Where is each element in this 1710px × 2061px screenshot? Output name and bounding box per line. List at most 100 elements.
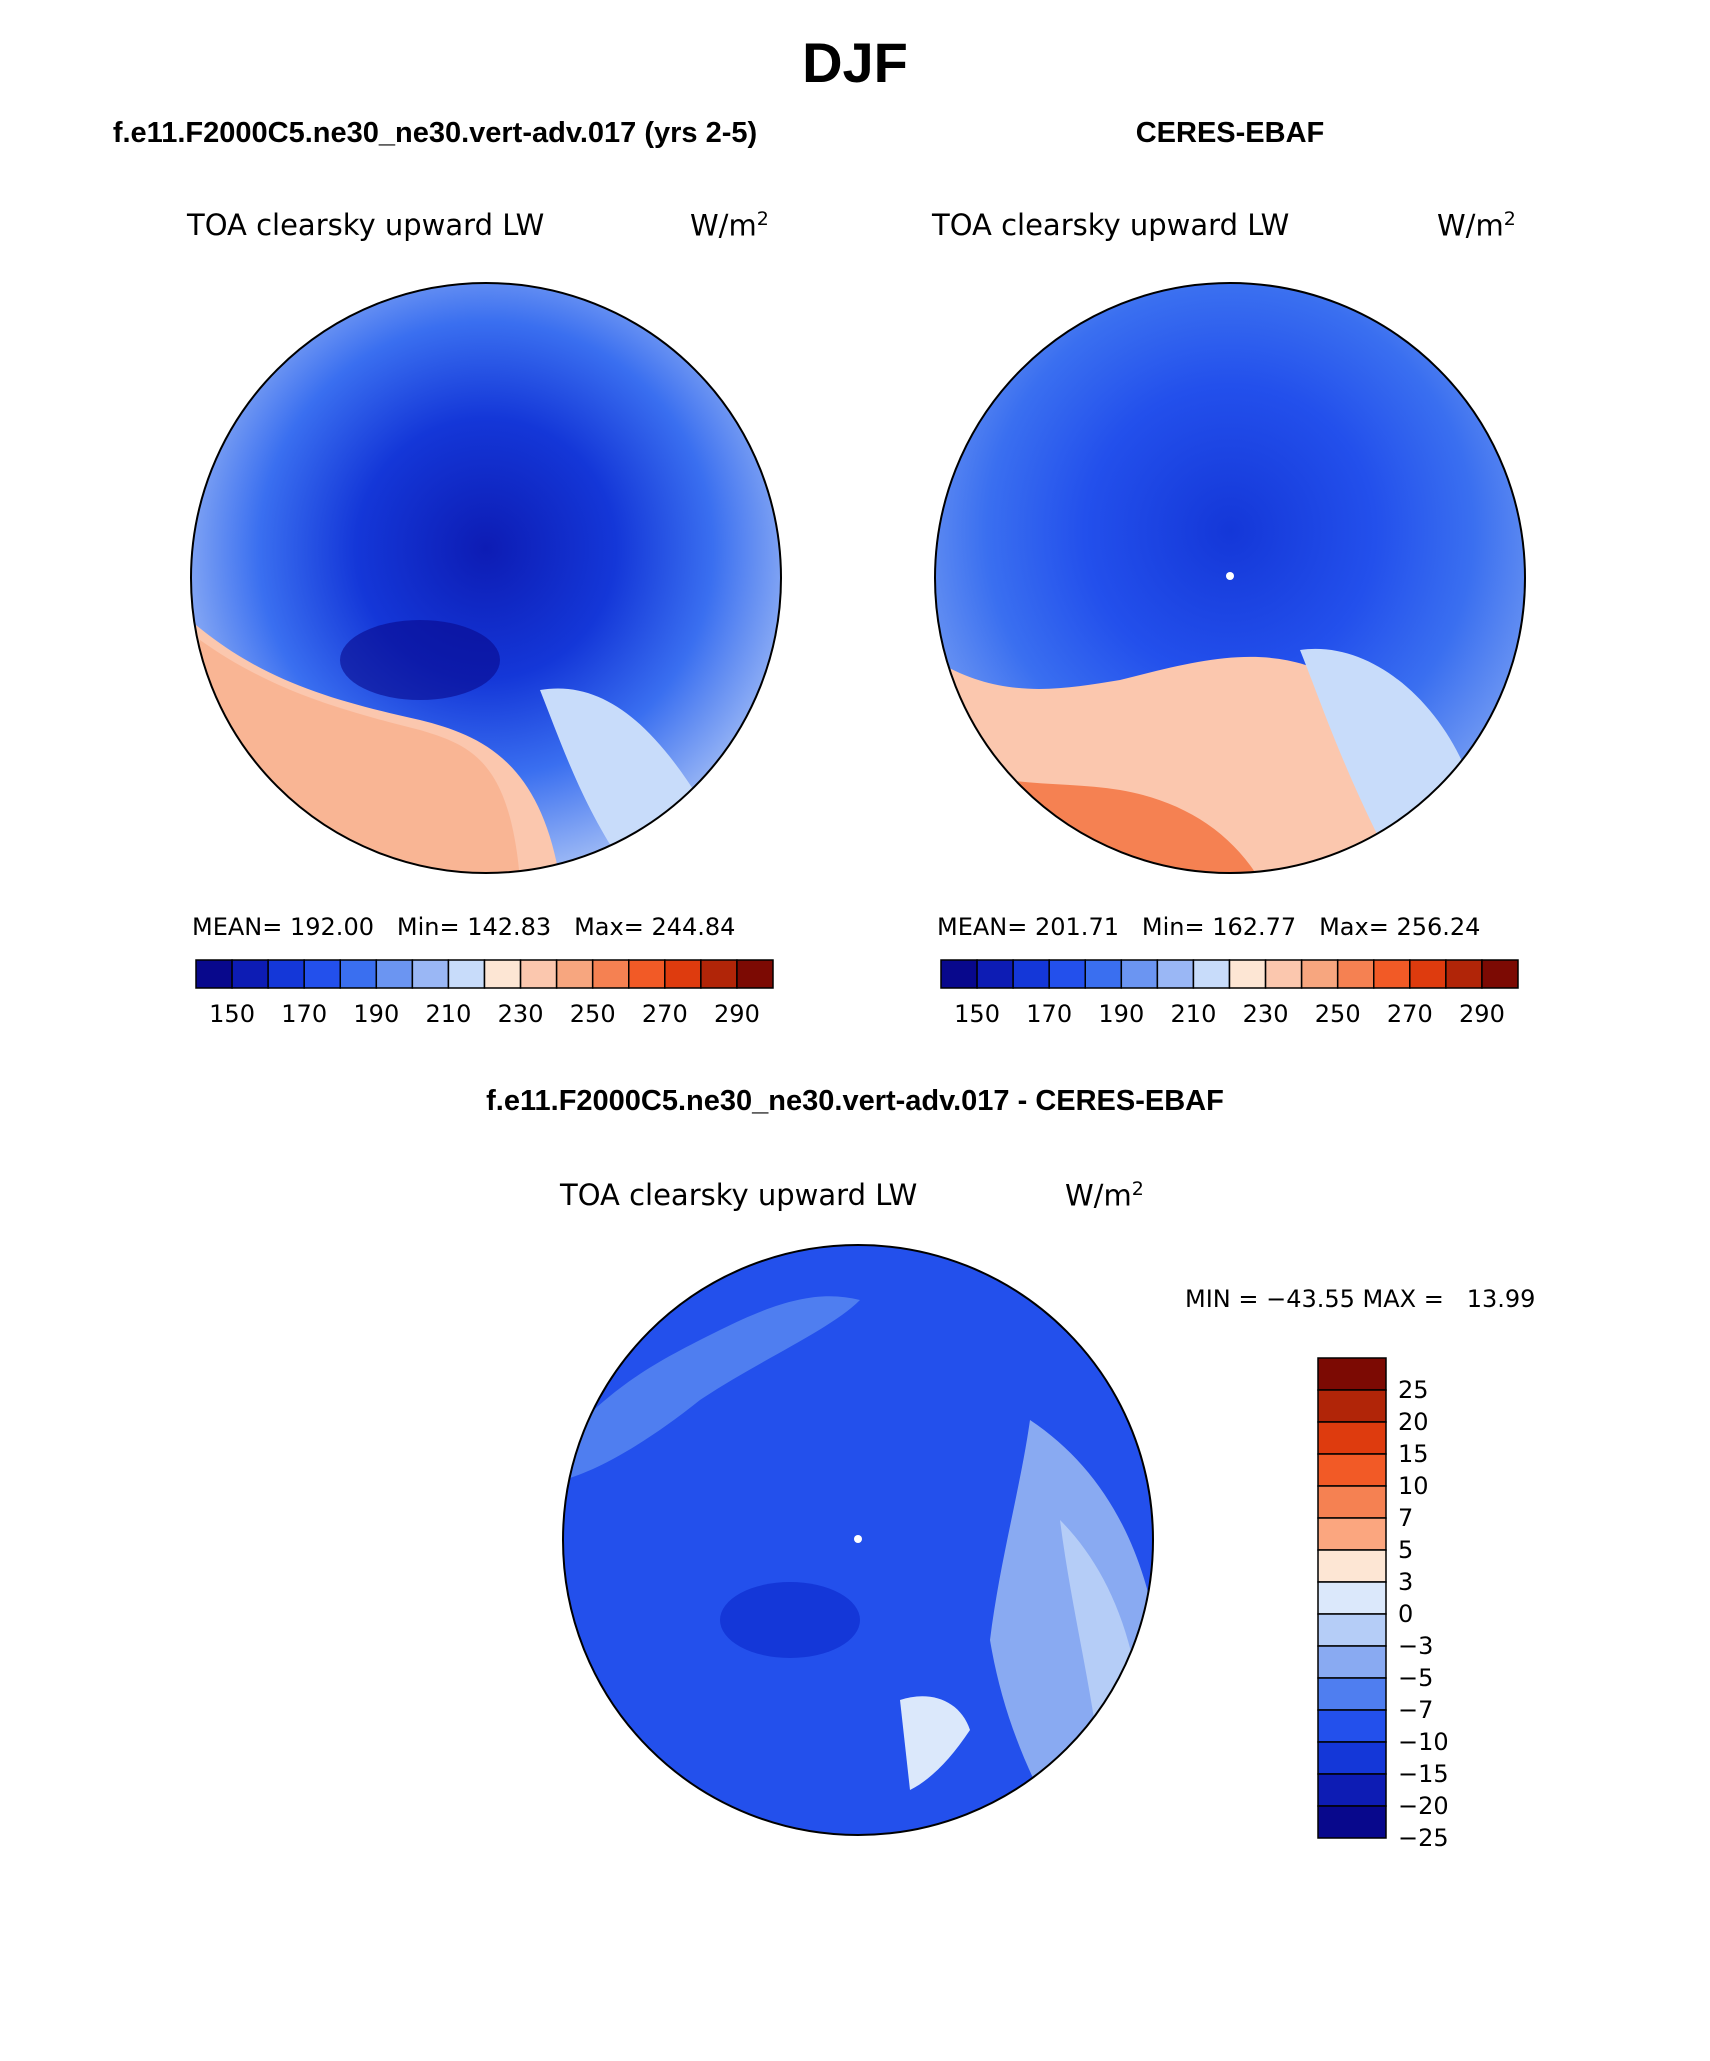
colorbar-tick-label: 5 [1398, 1536, 1414, 1564]
colorbar-swatch [339, 959, 378, 989]
colorbar-swatch [195, 959, 233, 989]
panel2-map-border [934, 282, 1526, 874]
colorbar-swatch [1317, 1389, 1387, 1423]
colorbar-tick-label: −7 [1398, 1696, 1434, 1724]
colorbar-tick-label: −5 [1398, 1664, 1434, 1692]
panel3-pole-point [854, 1535, 862, 1543]
panel1-warm-core [200, 640, 520, 873]
colorbar-tick-label: 210 [1170, 1000, 1217, 1028]
colorbar-tick-label: −3 [1398, 1632, 1434, 1660]
panel2-atlantic-warm [940, 760, 1260, 873]
panel1-field [191, 283, 781, 873]
colorbar-tick-label: 150 [209, 1000, 255, 1028]
colorbar-swatch [1048, 959, 1086, 989]
colorbar-swatch [1228, 959, 1267, 989]
panel1-map-border [190, 282, 782, 874]
panel1-title: f.e11.F2000C5.ne30_ne30.vert-adv.017 (yr… [112, 117, 758, 149]
colorbar-swatch [1317, 1357, 1387, 1391]
colorbar-swatch [1336, 959, 1375, 989]
colorbar-swatch [1317, 1485, 1387, 1519]
panel3-map-border [562, 1244, 1154, 1836]
colorbar-tick-label: 170 [1026, 1000, 1073, 1028]
colorbar-tick-label: 150 [954, 1000, 1000, 1028]
colorbar-tick-label: 250 [1314, 1000, 1361, 1028]
colorbar-swatch [1481, 959, 1519, 989]
colorbar-tick-label: −20 [1398, 1792, 1449, 1820]
panel3-variable: TOA clearsky upward LW [560, 1178, 918, 1212]
panel2-colorbar [940, 959, 1519, 989]
colorbar-swatch [1317, 1741, 1387, 1775]
panel3-colorbar [1317, 1357, 1387, 1839]
colorbar-swatch [1373, 959, 1411, 989]
colorbar-swatch [736, 959, 774, 989]
panel2-stats: MEAN= 201.71 Min= 162.77 Max= 256.24 [937, 913, 1481, 941]
colorbar-tick-label: 0 [1398, 1600, 1414, 1628]
panel3-units: W/m2 [1065, 1178, 1144, 1213]
panel2-title: CERES-EBAF [1135, 117, 1325, 149]
panel2-pacific-warm [940, 283, 1130, 380]
panel2-variable: TOA clearsky upward LW [932, 208, 1290, 242]
colorbar-swatch [1317, 1613, 1387, 1647]
colorbar-tick-label: 25 [1398, 1376, 1429, 1404]
colorbar-swatch [700, 959, 738, 989]
colorbar-swatch [1012, 959, 1050, 989]
colorbar-tick-label: 10 [1398, 1472, 1429, 1500]
colorbar-swatch [555, 959, 594, 989]
colorbar-tick-label: −25 [1398, 1824, 1449, 1852]
panel3-greenland-region [720, 1582, 860, 1658]
panel3-siberia-light [1060, 1520, 1140, 1760]
colorbar-tick-label: 190 [1098, 1000, 1145, 1028]
colorbar-swatch [1409, 959, 1447, 989]
panel3-siberia-region [990, 1420, 1150, 1830]
panel1-warm-region [191, 620, 560, 873]
panel3-pacific-region [563, 1296, 860, 1480]
colorbar-swatch [1317, 1581, 1387, 1615]
colorbar-tick-label: 7 [1398, 1504, 1414, 1532]
colorbar-swatch [483, 959, 522, 989]
colorbar-tick-label: 290 [714, 1000, 760, 1028]
colorbar-swatch [1300, 959, 1339, 989]
colorbar-swatch [1317, 1677, 1387, 1711]
colorbar-swatch [1317, 1709, 1387, 1743]
colorbar-swatch [628, 959, 666, 989]
colorbar-swatch [591, 959, 630, 989]
panel2-pole-point [1226, 572, 1234, 580]
colorbar-swatch [1317, 1421, 1387, 1455]
panel2-units: W/m2 [1437, 208, 1516, 243]
colorbar-tick-label: 230 [497, 1000, 544, 1028]
colorbar-tick-label: −15 [1398, 1760, 1449, 1788]
panel3-europe-light [900, 1696, 970, 1790]
colorbar-swatch [1445, 959, 1483, 989]
colorbar-swatch [1317, 1645, 1387, 1679]
colorbar-tick-label: 290 [1459, 1000, 1505, 1028]
panel2-field [935, 283, 1525, 873]
panel3-title: f.e11.F2000C5.ne30_ne30.vert-adv.017 - C… [486, 1085, 1224, 1117]
panel1-stats: MEAN= 192.00 Min= 142.83 Max= 244.84 [192, 913, 736, 941]
colorbar-swatch [1084, 959, 1123, 989]
colorbar-tick-label: 20 [1398, 1408, 1429, 1436]
panel1-greenland-cold [340, 620, 500, 700]
colorbar-swatch [411, 959, 450, 989]
colorbar-swatch [267, 959, 305, 989]
panel1-pacific-warm [191, 283, 420, 420]
colorbar-swatch [231, 959, 269, 989]
colorbar-swatch [940, 959, 978, 989]
colorbar-swatch [303, 959, 341, 989]
colorbar-tick-label: 210 [425, 1000, 472, 1028]
panel2-warm-region [935, 656, 1440, 873]
colorbar-swatch [1317, 1453, 1387, 1487]
colorbar-swatch [1156, 959, 1195, 989]
colorbar-tick-label: −10 [1398, 1728, 1449, 1756]
colorbar-swatch [447, 959, 486, 989]
colorbar-tick-label: 3 [1398, 1568, 1414, 1596]
colorbar-tick-label: 230 [1242, 1000, 1289, 1028]
colorbar-tick-label: 270 [1386, 1000, 1433, 1028]
panel1-colorbar [195, 959, 774, 989]
colorbar-swatch [1264, 959, 1303, 989]
colorbar-swatch [1317, 1517, 1387, 1551]
colorbar-swatch [375, 959, 414, 989]
colorbar-swatch [519, 959, 558, 989]
